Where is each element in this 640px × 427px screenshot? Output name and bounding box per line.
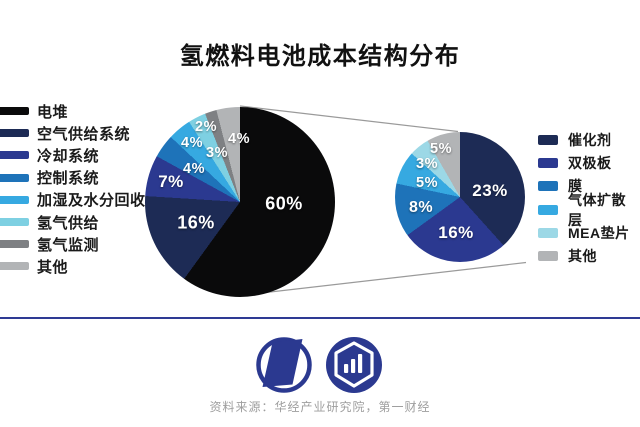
legend-swatch xyxy=(538,157,558,168)
legend-item: 其他 xyxy=(0,255,146,277)
legend-label: 催化剂 xyxy=(568,131,612,148)
legend-label: 氢气供给 xyxy=(37,214,100,232)
legend-label: 控制系统 xyxy=(37,170,100,188)
pie-value-label: 3% xyxy=(206,145,228,161)
legend-item: 冷却系统 xyxy=(0,144,146,166)
pie-value-label: 4% xyxy=(183,161,205,177)
bar-chart-icon xyxy=(344,354,363,373)
legend-item: MEA垫片 xyxy=(538,221,640,244)
hexagon-icon xyxy=(334,341,374,388)
legend-swatch xyxy=(538,227,558,238)
legend-swatch xyxy=(0,195,29,204)
pie-value-label: 60% xyxy=(265,193,303,214)
legend-label: 双极板 xyxy=(568,154,612,171)
legend-label: 气体扩散层 xyxy=(568,191,626,228)
legend-item: 催化剂 xyxy=(538,128,640,151)
pie-value-label: 5% xyxy=(416,175,438,191)
legend-item: 空气供给系统 xyxy=(0,122,146,144)
legend-swatch xyxy=(0,129,29,138)
pie-value-label: 16% xyxy=(438,223,474,242)
legend-item: 膜 xyxy=(538,175,640,198)
divider-line xyxy=(0,317,640,319)
pie-value-label: 16% xyxy=(177,212,215,233)
pie-value-label: 7% xyxy=(158,172,184,191)
legend-swatch xyxy=(538,134,558,145)
pie-value-label: 4% xyxy=(228,131,250,147)
legend-item: 电堆 xyxy=(0,100,146,122)
legend-swatch xyxy=(0,107,29,116)
pie-stack-breakdown xyxy=(395,132,525,262)
legend-item: 其他 xyxy=(538,244,640,267)
legend-swatch xyxy=(0,240,29,249)
pie-value-label: 2% xyxy=(195,119,217,135)
pie-value-label: 5% xyxy=(430,141,452,157)
legend-label: MEA垫片 xyxy=(568,224,630,241)
pie-value-label: 23% xyxy=(472,181,508,200)
legend-main-pie: 电堆 空气供给系统 冷却系统 控制系统 加湿及水分回收 氢气供给 氢气监测 其他 xyxy=(0,100,146,278)
pie-value-label: 4% xyxy=(181,135,203,151)
legend-label: 加湿及水分回收 xyxy=(37,192,146,210)
huajing-logo xyxy=(326,337,382,393)
legend-label: 电堆 xyxy=(37,103,69,121)
legend-item: 加湿及水分回收 xyxy=(0,189,146,211)
legend-swatch xyxy=(0,173,29,182)
legend-label: 其他 xyxy=(568,248,597,265)
legend-label: 其他 xyxy=(37,258,69,276)
legend-label: 氢气监测 xyxy=(37,236,100,254)
yicai-logo xyxy=(256,337,312,393)
legend-item: 气体扩散层 xyxy=(538,192,640,228)
legend-item: 氢气供给 xyxy=(0,211,146,233)
source-text: 资料来源：华经产业研究院，第一财经 xyxy=(209,400,431,414)
legend-label: 冷却系统 xyxy=(37,147,100,165)
pie-value-label: 8% xyxy=(408,199,434,216)
legend-swatch xyxy=(538,181,558,192)
legend-label: 膜 xyxy=(568,178,583,195)
legend-swatch xyxy=(0,262,29,271)
legend-swatch xyxy=(0,151,29,160)
chart-title: 氢燃料电池成本结构分布 xyxy=(179,43,461,70)
legend-swatch xyxy=(538,204,558,215)
legend-swatch xyxy=(538,251,558,262)
legend-item: 氢气监测 xyxy=(0,233,146,255)
legend-swatch xyxy=(0,218,29,227)
pie-value-label: 3% xyxy=(416,156,438,172)
legend-secondary-pie: 催化剂 双极板 膜 气体扩散层 MEA垫片 其他 xyxy=(538,128,640,268)
legend-label: 空气供给系统 xyxy=(37,125,131,143)
legend-item: 双极板 xyxy=(538,151,640,174)
legend-item: 控制系统 xyxy=(0,167,146,189)
